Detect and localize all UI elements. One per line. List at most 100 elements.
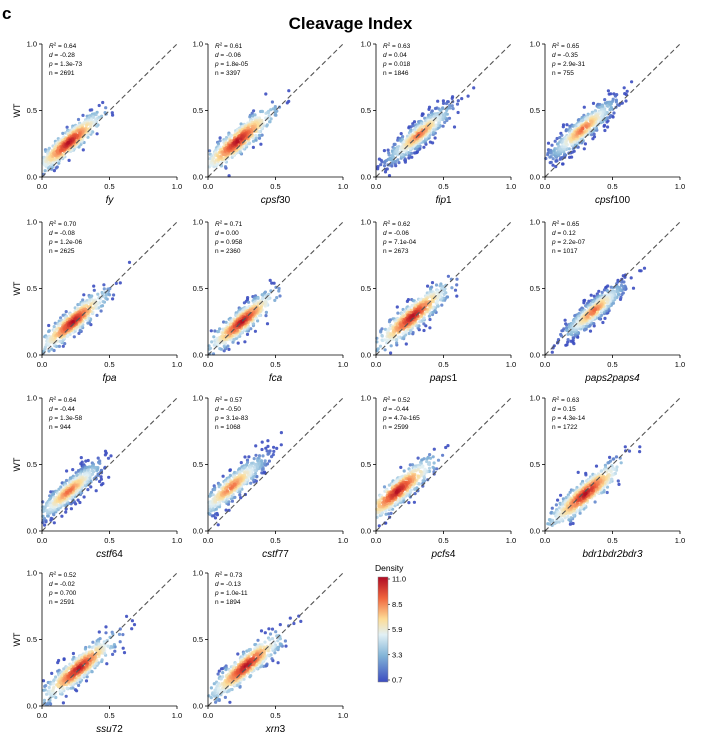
stats-annotation: R2 = 0.64d = -0.44p = 1.3e-58n = 944 — [48, 396, 82, 432]
scatter-point — [427, 107, 431, 111]
scatter-point — [271, 107, 275, 111]
scatter-point — [65, 469, 69, 473]
scatter-point — [612, 111, 616, 115]
scatter-point — [76, 498, 80, 502]
p-stat: p = 1.3e-58 — [48, 415, 82, 422]
scatter-point — [223, 165, 228, 169]
scatter-point — [592, 308, 596, 312]
scatter-point — [446, 274, 450, 278]
scatter-point — [69, 488, 73, 492]
scatter-point — [102, 287, 106, 291]
d-stat: d = 0.04 — [383, 52, 407, 59]
scatter-point — [563, 318, 567, 322]
scatter-point — [564, 343, 568, 347]
x-tick-label: 0.0 — [540, 360, 550, 369]
scatter-point — [270, 100, 274, 104]
scatter-point — [395, 305, 399, 309]
x-tick-label: 1.0 — [675, 182, 685, 191]
scatter-point — [629, 276, 633, 280]
scatter-point — [456, 99, 460, 103]
d-stat: d = -0.06 — [383, 230, 409, 237]
scatter-point — [287, 89, 291, 93]
x-tick-label: 0.5 — [270, 182, 280, 191]
scatter-point — [264, 314, 268, 318]
scatter-point — [221, 474, 225, 478]
scatter-point — [278, 294, 282, 298]
scatter-point — [218, 145, 222, 149]
scatter-points — [550, 266, 647, 354]
scatter-points — [41, 449, 113, 527]
scatter-point — [245, 332, 250, 336]
scatter-point — [81, 148, 85, 152]
scatter-point — [257, 133, 261, 137]
y-tick-label: 0.0 — [193, 351, 203, 360]
scatter-point — [393, 142, 397, 146]
x-tick-label: 0.5 — [607, 182, 617, 191]
scatter-point — [582, 301, 586, 305]
scatter-point — [101, 300, 105, 304]
scatter-point — [427, 314, 431, 318]
scatter-point — [588, 329, 593, 333]
scatter-point — [89, 118, 93, 122]
x-axis-label: fip1 — [435, 195, 452, 206]
scatter-point — [47, 323, 51, 328]
scatter-point — [625, 89, 629, 93]
p-stat: p = 2.9e-31 — [551, 61, 585, 68]
scatter-point — [561, 162, 565, 166]
scatter-point — [256, 123, 260, 128]
scatter-points — [41, 100, 115, 176]
scatter-point — [403, 330, 407, 334]
scatter-point — [588, 323, 592, 327]
scatter-point — [212, 335, 216, 339]
y-tick-label: 0.0 — [530, 351, 540, 360]
scatter-point — [450, 96, 454, 100]
scatter-point — [275, 296, 279, 300]
scatter-point — [94, 113, 98, 117]
scatter-point — [272, 281, 276, 285]
scatter-point — [65, 490, 69, 494]
y-tick-label: 0.5 — [27, 460, 37, 469]
scatter-point — [452, 125, 457, 129]
scatter-point — [224, 508, 228, 512]
scatter-point — [270, 455, 274, 459]
scatter-points — [207, 431, 283, 527]
scatter-point — [380, 160, 384, 164]
scatter-point — [638, 269, 642, 273]
scatter-point — [451, 107, 455, 111]
x-axis-label: paps1 — [429, 373, 458, 384]
scatter-point — [104, 296, 108, 300]
x-axis-label: cpsf100 — [595, 195, 630, 206]
scatter-point — [412, 151, 417, 155]
r2-stat: R2 = 0.63 — [383, 42, 411, 51]
scatter-point — [609, 92, 613, 96]
scatter-point — [441, 101, 446, 105]
scatter-point — [263, 459, 267, 463]
scatter-point — [455, 294, 459, 298]
scatter-point — [220, 147, 224, 151]
scatter-point — [243, 340, 247, 344]
scatter-point — [382, 149, 386, 153]
scatter-point — [74, 130, 78, 134]
n-stat: n = 2673 — [383, 248, 409, 255]
scatter-point — [422, 328, 426, 333]
scatter-point — [592, 135, 597, 139]
y-tick-label: 0.0 — [193, 173, 203, 182]
scatter-point — [603, 316, 607, 320]
scatter-point — [251, 145, 255, 149]
y-tick-label: 0.5 — [361, 284, 371, 293]
scatter-point — [606, 89, 611, 93]
scatter-point — [387, 153, 391, 157]
scatter-point — [549, 160, 553, 164]
scatter-point — [216, 523, 220, 527]
scatter-point — [460, 97, 464, 101]
scatter-point — [546, 153, 550, 157]
scatter-point — [630, 80, 634, 84]
scatter-point — [50, 157, 55, 161]
scatter-point — [79, 456, 83, 460]
scatter-point — [383, 348, 387, 352]
scatter-point — [260, 440, 264, 444]
scatter-point — [385, 338, 389, 342]
scatter-point — [642, 266, 647, 270]
